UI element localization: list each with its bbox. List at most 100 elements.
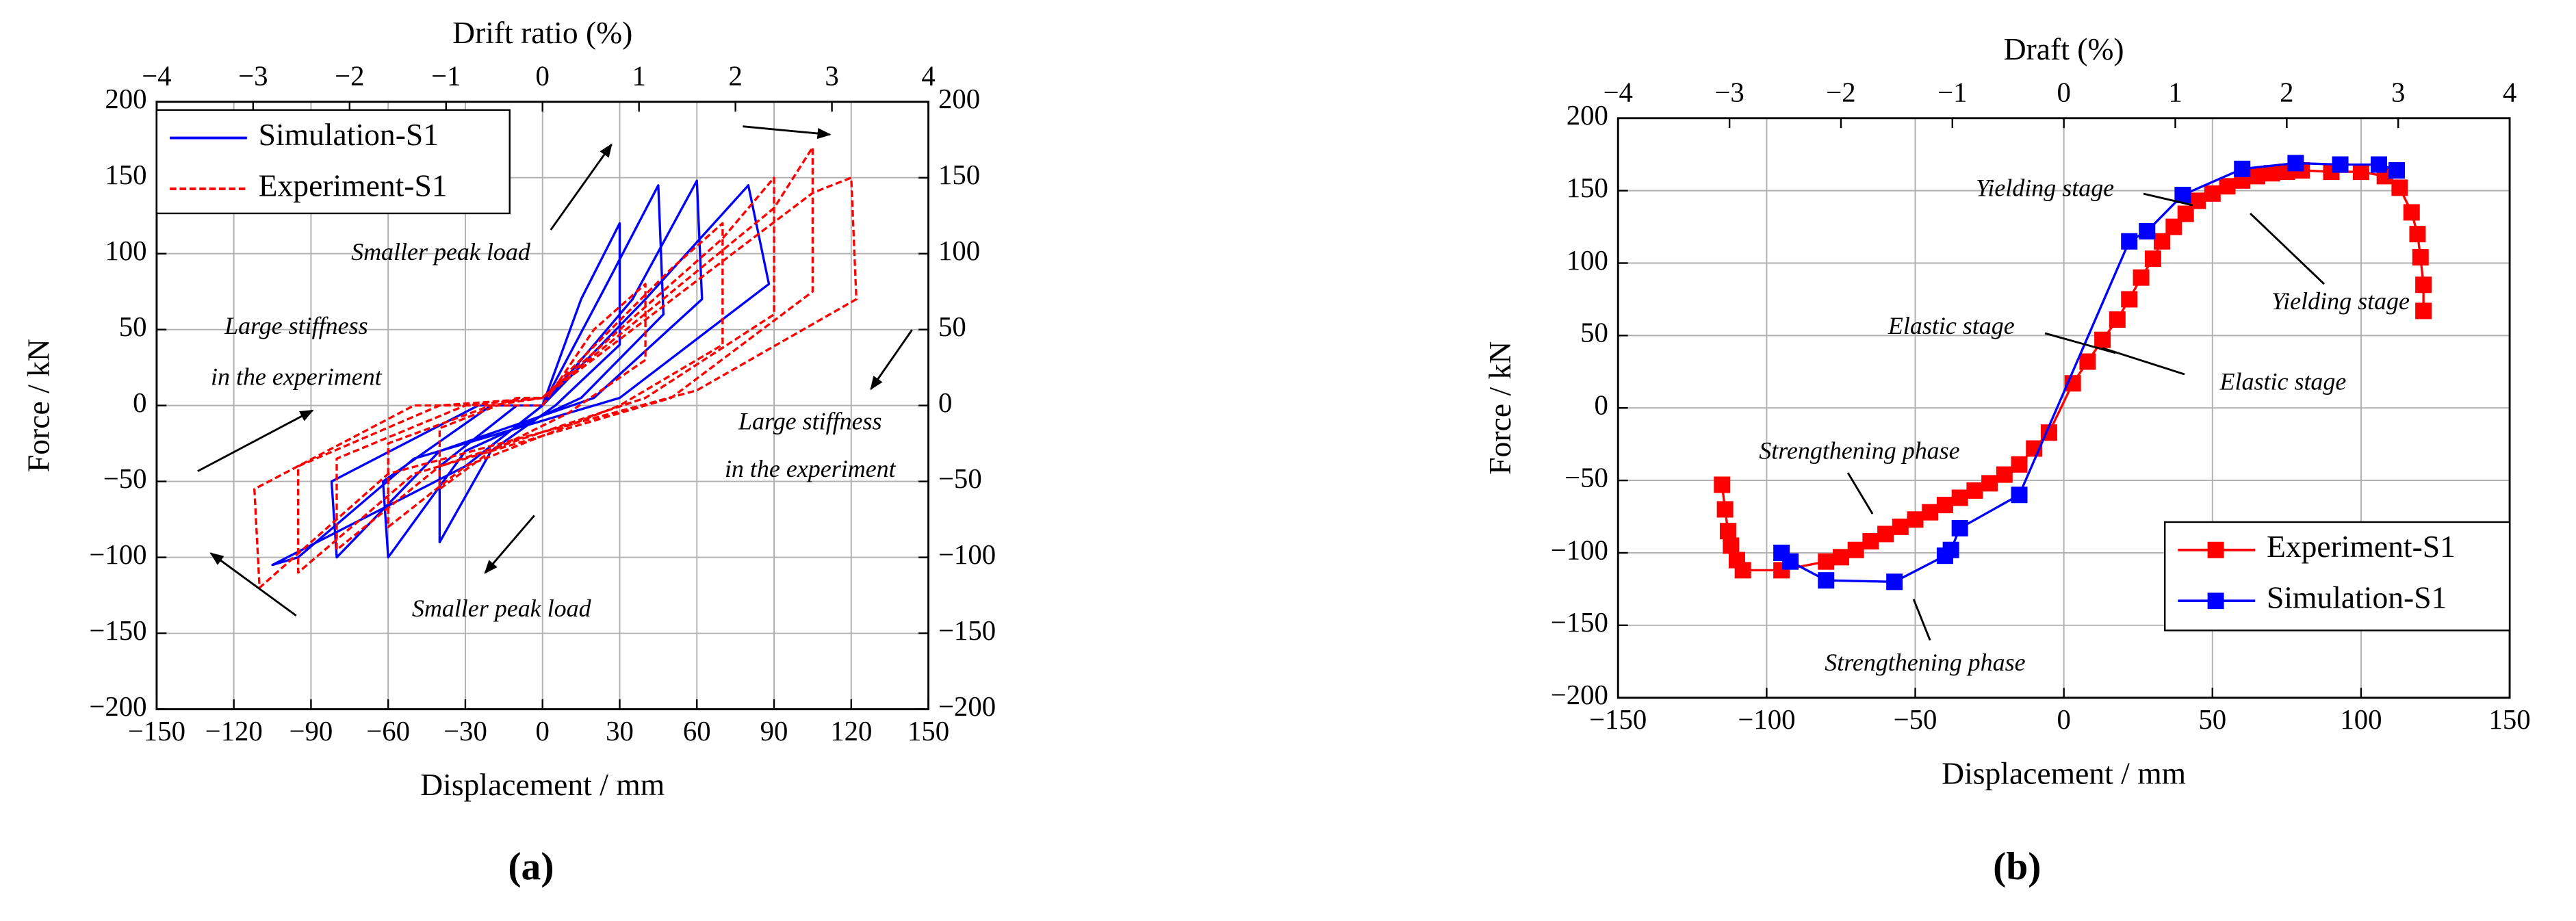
y-tick-label: −150 [1551,607,1608,638]
x2-tick-label: −1 [431,61,461,92]
x2-tick-label: 0 [2057,77,2070,108]
marker [2248,168,2265,185]
x2-tick-label: 0 [536,61,550,92]
x2-tick-label: 3 [2391,77,2405,108]
marker [1951,519,1968,536]
y-tick-label: 50 [119,311,147,342]
x2-tick-label: 1 [632,61,645,92]
marker [2332,156,2349,173]
marker [2144,250,2161,268]
x2-tick-label: −2 [1826,77,1855,108]
legend: Simulation-S1 Experiment-S1 [155,109,511,215]
marker [1892,518,1909,535]
marker [2133,269,2150,286]
leader-line [2102,347,2185,376]
x-tick-label: −30 [443,716,487,747]
legend: Experiment-S1 Simulation-S1 [2164,521,2511,632]
y2-tick-label: −100 [938,539,996,570]
x-tick-label: 150 [907,716,949,747]
panel-label: (a) [508,845,554,888]
series-line [1780,161,2397,583]
marker [2177,205,2194,222]
marker [1886,573,1903,591]
y-tick-label: 200 [105,83,146,114]
y-axis-title: Force / kN [1482,341,1517,475]
x-tick-label: −90 [289,716,333,747]
marker [2094,331,2111,348]
marker [1832,549,1849,566]
y-tick-label: −50 [103,463,147,494]
x-tick-label: 120 [830,716,872,747]
x-axis-title: Displacement / mm [1942,755,2186,790]
x-tick-label: 100 [2340,704,2382,735]
y2-tick-label: 50 [938,311,966,342]
panel-label: (b) [1993,845,2041,888]
marker [1942,541,1959,558]
marker [1922,504,1939,521]
y-tick-label: 150 [105,159,146,190]
annotation: Elastic stage [2219,368,2347,395]
x2-tick-label: 2 [2280,77,2293,108]
x-tick-label: 150 [2488,704,2530,735]
x2-tick-label: 2 [728,61,742,92]
marker [2415,276,2432,294]
x2-tick-label: −3 [238,61,268,92]
arrow [550,143,613,231]
legend-box [155,109,511,215]
arrow [870,329,913,391]
annotation: Yielding stage [2271,287,2410,315]
annotation: Smaller peak load [412,595,592,622]
x-tick-label: −150 [1589,704,1647,735]
marker [1877,526,1894,543]
marker [1996,466,2013,483]
y2-tick-label: 150 [938,159,980,190]
x-tick-label: 50 [2198,704,2226,735]
x2-tick-label: −3 [1714,77,1744,108]
x-tick-label: 60 [683,716,711,747]
marker [2391,179,2408,196]
leader-line [2249,212,2325,285]
x2-axis-title: Draft (%) [2004,31,2124,66]
marker [1714,476,1731,493]
marker [2121,291,2138,308]
y2-tick-label: −150 [938,615,996,646]
marker [2403,204,2420,221]
annotation: Smaller peak load [351,238,531,265]
marker [2352,164,2369,181]
y-tick-label: 200 [1567,100,1608,131]
marker [1966,482,1983,499]
x2-tick-label: 3 [825,61,838,92]
y2-tick-label: 200 [938,83,980,114]
y-tick-label: −200 [1551,679,1608,710]
arrows [197,125,913,617]
marker [2263,165,2280,182]
marker [2415,302,2432,320]
arrow [743,125,832,140]
marker [2121,233,2138,250]
y-tick-label: 100 [1567,245,1608,276]
marker [2079,353,2096,370]
marker [2234,160,2251,177]
leader-line [1912,599,1931,641]
x2-tick-label: −2 [335,61,364,92]
marker [1723,537,1740,554]
y-tick-label: 100 [105,235,146,266]
plot-frame [1617,117,2511,699]
leader-lines [1846,192,2325,641]
leader-line [2044,332,2116,354]
x-tick-label: −100 [1738,704,1795,735]
marker [2011,456,2028,473]
marker [1981,475,1998,492]
y-tick-label: −100 [89,539,146,570]
x-tick-label: 0 [2057,704,2070,735]
marker [1847,541,1864,558]
arrow [209,552,297,617]
x2-tick-label: 1 [2168,77,2182,108]
marker [2153,233,2170,250]
marker [2109,311,2126,328]
marker [2287,155,2304,172]
x2-axis-title: Drift ratio (%) [452,15,632,50]
chart: −150 −100 −50 0 50 100 150−200−150−100−5005010… [1482,31,2531,888]
y-tick-label: −100 [1551,534,1608,565]
legend-marker [2207,541,2224,558]
